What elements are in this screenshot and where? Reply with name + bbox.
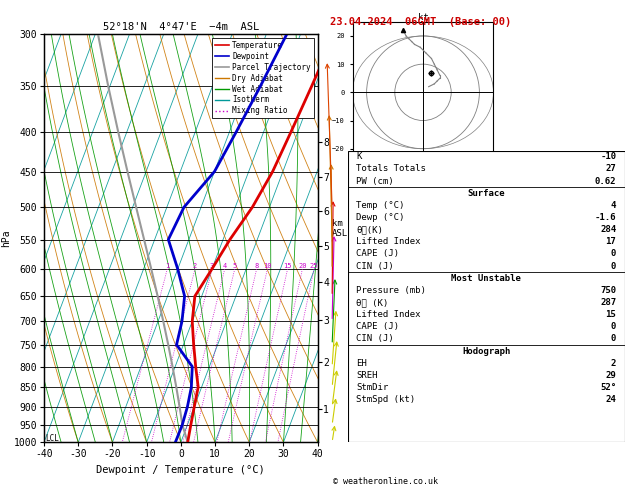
Text: 1: 1 (165, 263, 169, 269)
Text: K: K (356, 152, 362, 161)
Text: 23.04.2024  06GMT  (Base: 00): 23.04.2024 06GMT (Base: 00) (330, 17, 511, 27)
Text: 29: 29 (606, 371, 616, 380)
Text: -1.6: -1.6 (595, 213, 616, 222)
Text: SREH: SREH (356, 371, 377, 380)
Text: 0: 0 (611, 334, 616, 344)
X-axis label: Dewpoint / Temperature (°C): Dewpoint / Temperature (°C) (96, 465, 265, 475)
Text: Most Unstable: Most Unstable (451, 274, 521, 283)
Text: LCL: LCL (45, 434, 59, 443)
Text: Hodograph: Hodograph (462, 347, 510, 356)
Text: Lifted Index: Lifted Index (356, 310, 421, 319)
Text: Temp (°C): Temp (°C) (356, 201, 404, 210)
Text: CAPE (J): CAPE (J) (356, 322, 399, 331)
Text: StmDir: StmDir (356, 383, 388, 392)
Text: 3: 3 (210, 263, 214, 269)
Text: 27: 27 (606, 164, 616, 174)
Text: θᴄ(K): θᴄ(K) (356, 225, 383, 234)
Text: 284: 284 (600, 225, 616, 234)
Title: kt: kt (418, 13, 428, 22)
Text: 8: 8 (255, 263, 259, 269)
Text: 15: 15 (283, 263, 292, 269)
Text: 2: 2 (193, 263, 197, 269)
Text: 0.62: 0.62 (595, 176, 616, 186)
Text: 750: 750 (600, 286, 616, 295)
Text: PW (cm): PW (cm) (356, 176, 394, 186)
Text: CIN (J): CIN (J) (356, 334, 394, 344)
Text: StmSpd (kt): StmSpd (kt) (356, 395, 415, 404)
Text: Lifted Index: Lifted Index (356, 237, 421, 246)
Text: 0: 0 (611, 261, 616, 271)
Text: 52°: 52° (600, 383, 616, 392)
Y-axis label: km
ASL: km ASL (332, 219, 348, 238)
Text: 0: 0 (611, 322, 616, 331)
Text: 25: 25 (310, 263, 318, 269)
Text: Surface: Surface (467, 189, 505, 198)
Text: Dewp (°C): Dewp (°C) (356, 213, 404, 222)
Text: 20: 20 (298, 263, 306, 269)
Text: Pressure (mb): Pressure (mb) (356, 286, 426, 295)
Legend: Temperature, Dewpoint, Parcel Trajectory, Dry Adiabat, Wet Adiabat, Isotherm, Mi: Temperature, Dewpoint, Parcel Trajectory… (212, 38, 314, 119)
Text: EH: EH (356, 359, 367, 368)
Text: θᴄ (K): θᴄ (K) (356, 298, 388, 307)
Text: 15: 15 (606, 310, 616, 319)
Text: CAPE (J): CAPE (J) (356, 249, 399, 259)
Text: 4: 4 (223, 263, 227, 269)
Text: Totals Totals: Totals Totals (356, 164, 426, 174)
Text: 2: 2 (611, 359, 616, 368)
Text: -10: -10 (600, 152, 616, 161)
Text: 10: 10 (263, 263, 272, 269)
Text: 5: 5 (233, 263, 237, 269)
Text: 17: 17 (606, 237, 616, 246)
Text: 24: 24 (606, 395, 616, 404)
Title: 52°18'N  4°47'E  −4m  ASL: 52°18'N 4°47'E −4m ASL (103, 22, 259, 32)
Text: © weatheronline.co.uk: © weatheronline.co.uk (333, 477, 438, 486)
Text: 0: 0 (611, 249, 616, 259)
Text: CIN (J): CIN (J) (356, 261, 394, 271)
Text: 287: 287 (600, 298, 616, 307)
Y-axis label: hPa: hPa (1, 229, 11, 247)
Text: 4: 4 (611, 201, 616, 210)
